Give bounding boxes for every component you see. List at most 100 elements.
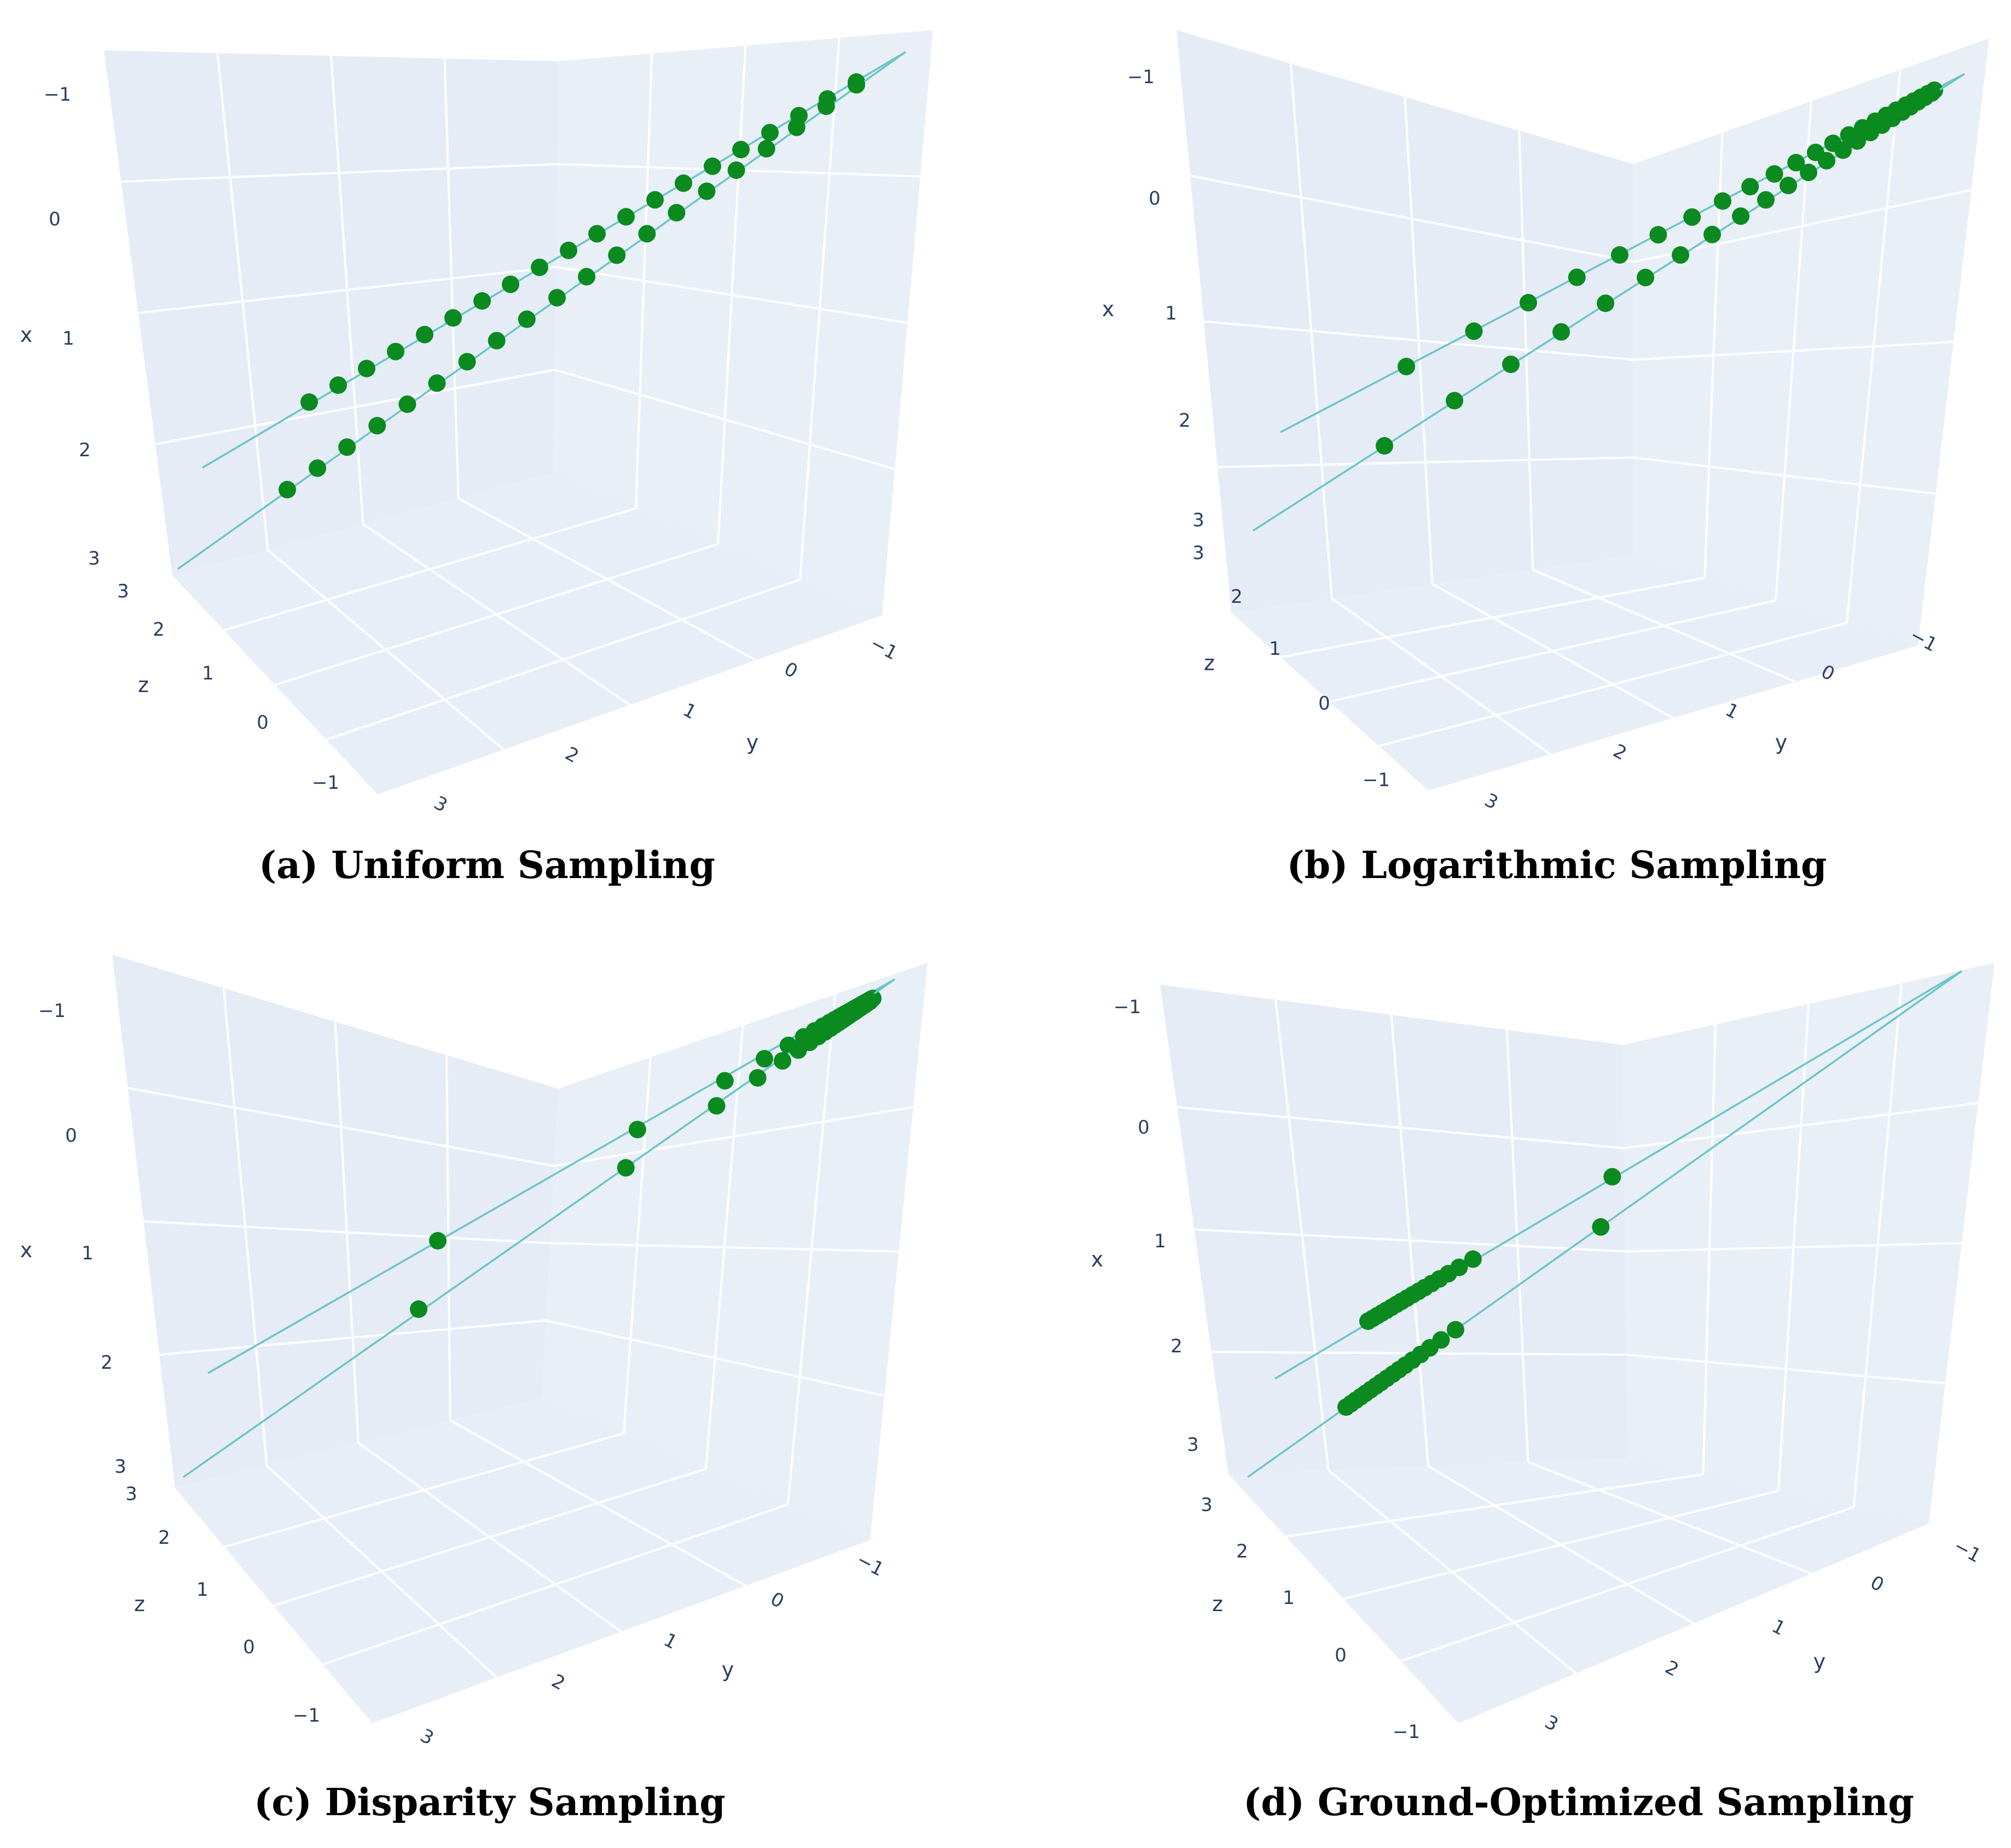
sample-point	[716, 1072, 734, 1090]
y-axis-label: y	[1813, 1649, 1826, 1673]
y-axis-label: y	[1775, 730, 1788, 754]
z-tick-label: 3	[1192, 542, 1204, 564]
sample-point	[638, 225, 656, 243]
gridline	[546, 1319, 885, 1397]
x-tick-label: −1	[1127, 66, 1155, 88]
back-pane	[104, 50, 558, 576]
y-axis-label: y	[722, 1658, 734, 1682]
sample-point	[1787, 154, 1805, 172]
sample-point	[646, 191, 664, 209]
series-points	[1376, 84, 1940, 455]
x-tick-label: 0	[65, 1125, 77, 1147]
gridline	[1378, 621, 1847, 747]
sample-point	[1683, 208, 1701, 226]
side-pane	[1633, 38, 1989, 646]
z-tick-label: 3	[117, 580, 129, 602]
sample-point	[1703, 225, 1721, 243]
x-tick-label: −1	[1114, 996, 1141, 1018]
caption-a: (a) Uniform Sampling	[259, 844, 715, 887]
z-tick-label: 1	[1269, 638, 1281, 660]
sample-point	[1834, 141, 1852, 159]
sample-point	[1597, 294, 1614, 312]
sample-point	[488, 332, 506, 350]
sample-point	[338, 438, 356, 456]
sample-point	[1741, 178, 1759, 196]
sample-point	[578, 268, 595, 286]
sample-point	[1603, 1168, 1621, 1185]
sample-point	[732, 141, 750, 159]
z-tick-label: 0	[1335, 1644, 1347, 1666]
sample-point	[458, 353, 476, 371]
sample-point	[329, 376, 347, 394]
gridline	[1777, 1003, 1810, 1491]
x-tick-label: 1	[1165, 303, 1177, 324]
sample-point	[1649, 226, 1667, 244]
z-tick-label: 0	[1318, 693, 1330, 714]
sample-point	[617, 208, 635, 226]
sample-point	[1637, 269, 1654, 287]
gridline	[155, 369, 555, 445]
sample-point	[300, 393, 318, 411]
y-axis-label: y	[746, 730, 759, 754]
gridline	[554, 369, 895, 470]
gridline	[1626, 1353, 1946, 1385]
z-tick-label: 1	[196, 1579, 208, 1601]
sample-point	[279, 481, 296, 498]
x-tick-label: 2	[101, 1352, 113, 1374]
back-pane	[1177, 30, 1633, 613]
sample-point	[1757, 191, 1775, 209]
gridlines	[128, 988, 914, 1678]
gridline	[443, 58, 460, 499]
sample-point	[1592, 1218, 1610, 1236]
sample-point	[1398, 358, 1415, 375]
gridline	[1432, 583, 1674, 719]
gridline	[1633, 456, 1936, 495]
series-points	[279, 76, 865, 498]
sample-point	[428, 374, 446, 392]
gridline	[357, 1442, 622, 1633]
z-axis-label: z	[138, 673, 149, 697]
sample-point	[531, 258, 548, 276]
side-pane	[1622, 963, 1995, 1524]
sample-point	[761, 124, 779, 142]
sample-point	[861, 992, 879, 1010]
x-tick-label: 3	[88, 548, 100, 569]
sample-point	[473, 292, 491, 310]
z-tick-label: 3	[1201, 1494, 1213, 1516]
gridline	[326, 578, 801, 741]
sample-point	[617, 1159, 635, 1177]
caption-d: (d) Ground-Optimized Sampling	[1243, 1781, 1914, 1824]
x-tick-label: 3	[1187, 1434, 1199, 1456]
x-tick-label: 3	[1192, 509, 1204, 531]
floor-pane	[1228, 1458, 1929, 1723]
sample-point	[309, 459, 327, 477]
sample-point	[1714, 192, 1731, 210]
sample-point	[1568, 268, 1586, 286]
gridline	[1400, 1506, 1854, 1663]
ray-line	[177, 51, 907, 570]
sample-point	[1465, 322, 1483, 340]
z-tick-label: −1	[293, 1705, 320, 1727]
side-pane	[542, 963, 928, 1540]
z-tick-label: 1	[1283, 1587, 1295, 1609]
sample-point	[1610, 246, 1628, 264]
gridline	[1404, 97, 1434, 584]
gridline	[1775, 101, 1812, 601]
z-tick-label: −1	[1393, 1721, 1420, 1743]
x-tick-label: 1	[82, 1242, 94, 1264]
z-tick-label: 0	[243, 1636, 255, 1658]
series-points	[410, 992, 879, 1318]
sample-point	[398, 395, 416, 413]
sample-point	[1502, 356, 1520, 373]
z-axis-label: z	[1204, 651, 1215, 675]
caption-c: (c) Disparity Sampling	[254, 1781, 726, 1824]
sample-point	[1464, 1250, 1482, 1268]
caption-b: (b) Logarithmic Sampling	[1286, 844, 1827, 887]
gridline	[1532, 568, 1796, 683]
z-tick-label: 3	[125, 1483, 137, 1505]
sample-point	[1818, 152, 1835, 170]
sample-point	[1780, 177, 1797, 194]
